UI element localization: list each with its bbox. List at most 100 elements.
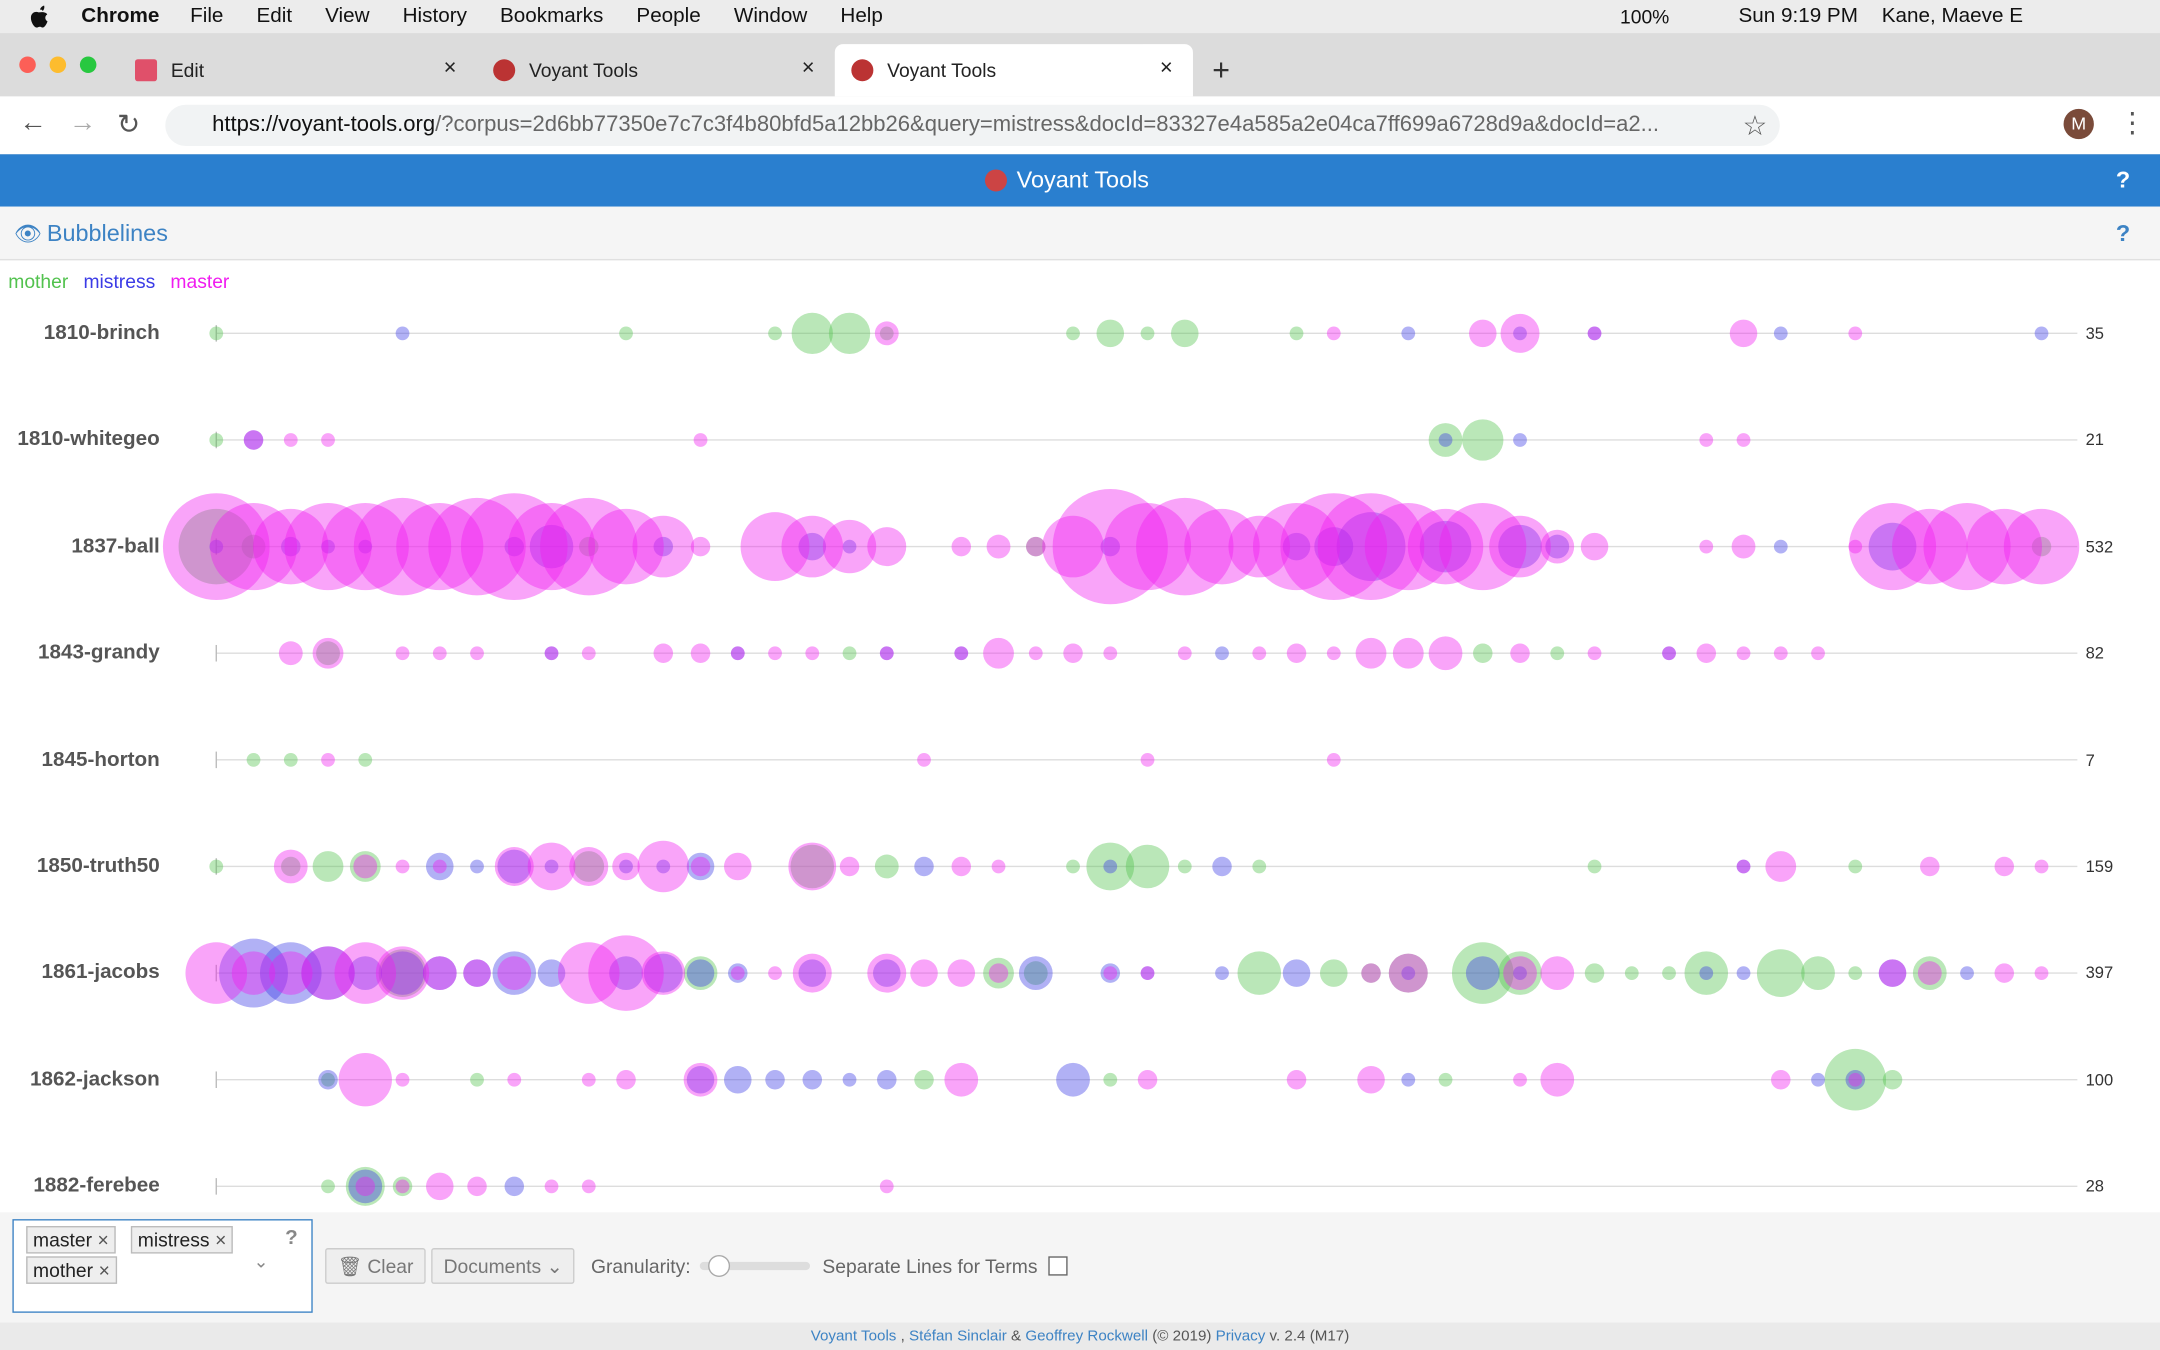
bubble[interactable]	[1026, 536, 1046, 557]
bubble[interactable]	[944, 1062, 979, 1097]
bubble[interactable]	[1286, 643, 1307, 663]
bubble[interactable]	[1550, 646, 1565, 661]
bubble[interactable]	[2034, 326, 2049, 341]
bubble[interactable]	[1177, 646, 1192, 661]
bubble[interactable]	[986, 534, 1011, 559]
bubble[interactable]	[544, 646, 559, 661]
bubble[interactable]	[380, 951, 425, 995]
bubble[interactable]	[1184, 508, 1260, 585]
menu-item[interactable]: Edit	[256, 4, 293, 28]
bubble[interactable]	[877, 1069, 897, 1090]
bubble[interactable]	[395, 326, 410, 341]
bubble[interactable]	[1540, 1062, 1575, 1097]
bubble[interactable]	[1140, 752, 1155, 767]
bubble[interactable]	[690, 643, 711, 663]
bubble[interactable]	[1848, 966, 1863, 980]
bubble[interactable]	[1326, 752, 1341, 767]
bubble[interactable]	[1361, 963, 1381, 983]
bubble[interactable]	[395, 646, 410, 661]
bubble[interactable]	[1729, 319, 1758, 348]
bubble[interactable]	[2034, 966, 2049, 980]
menu-item[interactable]: Window	[733, 4, 808, 28]
bubble[interactable]	[914, 1069, 934, 1090]
bubble[interactable]	[283, 752, 298, 767]
bubble[interactable]	[1756, 949, 1805, 997]
bubble[interactable]	[1882, 1069, 1903, 1090]
bubble[interactable]	[527, 842, 576, 891]
bubble[interactable]	[1438, 433, 1453, 447]
bubble[interactable]	[619, 859, 633, 874]
bubble[interactable]	[1584, 963, 1605, 983]
bubble[interactable]	[492, 951, 537, 995]
legend-item[interactable]: mistress	[83, 269, 156, 293]
bubble[interactable]	[1498, 951, 1542, 995]
bubble[interactable]	[637, 840, 690, 893]
bubble[interactable]	[632, 515, 695, 578]
bubble[interactable]	[1736, 646, 1751, 661]
bubble[interactable]	[1587, 326, 1602, 341]
bubble[interactable]	[312, 637, 344, 669]
bubble[interactable]	[348, 956, 383, 990]
bubble[interactable]	[1994, 856, 2015, 877]
bubble[interactable]	[693, 433, 708, 447]
bubble[interactable]	[507, 503, 596, 591]
bubble[interactable]	[1028, 646, 1043, 661]
bubble[interactable]	[1966, 508, 2043, 585]
legend-item[interactable]: master	[170, 269, 230, 293]
bubble[interactable]	[1215, 646, 1229, 661]
bubble[interactable]	[1699, 433, 1714, 447]
bubble[interactable]	[690, 856, 711, 877]
bubble[interactable]	[983, 957, 1014, 989]
bubble[interactable]	[281, 536, 301, 557]
bubble[interactable]	[1286, 1069, 1307, 1090]
tab[interactable]: Edit ×	[118, 44, 473, 96]
bubble[interactable]	[1469, 319, 1497, 348]
bubble[interactable]	[1540, 956, 1575, 990]
bubble[interactable]	[432, 859, 447, 874]
footer-link[interactable]: Geoffrey Rockwell	[1025, 1327, 1149, 1345]
bubble[interactable]	[2003, 508, 2080, 585]
bubble[interactable]	[1086, 842, 1135, 891]
bubble[interactable]	[1326, 646, 1341, 661]
bubble[interactable]	[1662, 966, 1676, 980]
bubble[interactable]	[231, 951, 276, 995]
bubble[interactable]	[1736, 859, 1751, 874]
bubble[interactable]	[1103, 859, 1118, 874]
bubble[interactable]	[1503, 956, 1537, 990]
bubble[interactable]	[873, 959, 901, 987]
bubble[interactable]	[345, 1166, 385, 1206]
bubble[interactable]	[246, 752, 261, 767]
bubble[interactable]	[219, 938, 288, 1008]
bubble[interactable]	[1212, 856, 1232, 877]
bubble[interactable]	[422, 956, 457, 990]
clear-button[interactable]: 🗑 Clear	[325, 1248, 426, 1284]
bubble[interactable]	[1177, 859, 1192, 874]
footer-link[interactable]: Privacy	[1215, 1327, 1266, 1345]
bubble[interactable]	[243, 430, 264, 450]
bubble[interactable]	[1140, 326, 1155, 341]
bubble[interactable]	[1140, 966, 1155, 980]
bubble[interactable]	[1388, 953, 1428, 993]
bubble[interactable]	[392, 1176, 413, 1197]
bubble[interactable]	[353, 854, 378, 879]
bubble[interactable]	[1731, 534, 1756, 559]
bubble[interactable]	[544, 646, 559, 661]
bubble[interactable]	[497, 849, 532, 884]
bubble[interactable]	[1407, 508, 1484, 585]
bubble[interactable]	[1824, 1048, 1887, 1111]
bubble[interactable]	[1215, 966, 1229, 980]
bubble[interactable]	[426, 1172, 454, 1201]
bubble[interactable]	[209, 859, 224, 874]
bubble[interactable]	[281, 856, 301, 877]
bubble[interactable]	[537, 959, 566, 987]
bubble[interactable]	[1042, 515, 1104, 578]
bubble[interactable]	[740, 512, 810, 582]
bubble[interactable]	[1510, 643, 1530, 663]
bubble[interactable]	[1100, 963, 1121, 983]
bubble[interactable]	[951, 536, 972, 557]
bubble[interactable]	[914, 856, 934, 877]
documents-button[interactable]: Documents ⌄	[431, 1248, 576, 1284]
bubble[interactable]	[728, 963, 748, 983]
separate-checkbox[interactable]	[1048, 1256, 1068, 1276]
bubble[interactable]	[1773, 646, 1788, 661]
